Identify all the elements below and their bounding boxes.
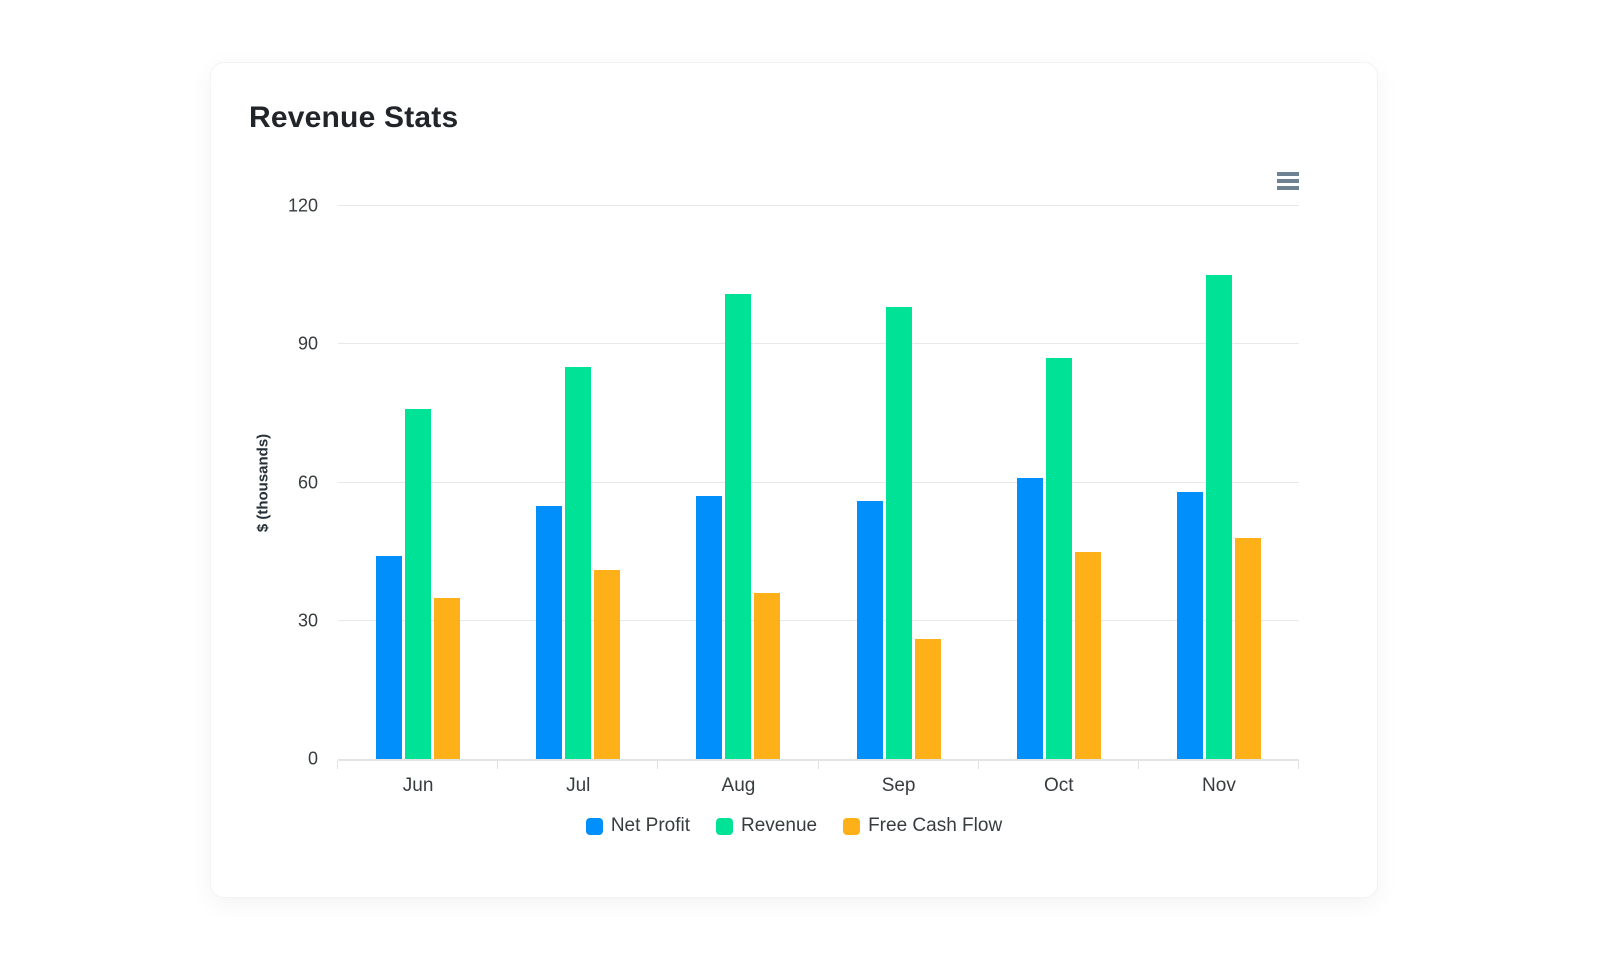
x-axis-label-sep: Sep — [881, 775, 916, 796]
x-axis-tick — [1137, 761, 1139, 769]
legend-marker-icon — [585, 817, 603, 835]
legend-marker-icon — [843, 817, 861, 835]
hamburger-menu-icon — [1277, 172, 1299, 176]
bar-free-cash-flow-jun[interactable] — [434, 597, 461, 759]
x-axis-tick — [497, 761, 499, 769]
x-axis-tick — [657, 761, 659, 769]
chart-menu-button[interactable] — [1267, 167, 1299, 195]
bar-revenue-sep[interactable] — [885, 307, 912, 759]
gridline-30 — [338, 619, 1299, 621]
bar-revenue-nov[interactable] — [1205, 275, 1232, 759]
bar-free-cash-flow-nov[interactable] — [1234, 537, 1261, 759]
legend-marker-icon — [716, 817, 734, 835]
hamburger-menu-icon — [1277, 179, 1299, 183]
y-axis-label-60: 60 — [297, 472, 318, 492]
gridline-120 — [338, 205, 1299, 206]
x-axis-label-nov: Nov — [1202, 775, 1236, 796]
bar-net-profit-aug[interactable] — [696, 496, 723, 759]
y-axis-label-30: 30 — [297, 610, 318, 631]
x-axis-tick — [1298, 761, 1299, 769]
bar-revenue-oct[interactable] — [1045, 358, 1072, 759]
legend-label: Free Cash Flow — [868, 815, 1003, 836]
bar-net-profit-nov[interactable] — [1176, 491, 1203, 759]
gridline-90 — [338, 343, 1299, 345]
x-axis-tick — [817, 761, 819, 769]
bar-revenue-aug[interactable] — [725, 293, 752, 759]
legend-label: Net Profit — [610, 815, 691, 836]
legend-item-free-cash-flow[interactable]: Free Cash Flow — [843, 815, 1002, 837]
y-axis-label-120: 120 — [287, 195, 318, 216]
bar-group-jun — [338, 206, 498, 759]
x-axis-label-aug: Aug — [721, 775, 756, 796]
legend-label: Revenue — [741, 815, 818, 836]
bar-net-profit-jun[interactable] — [376, 556, 403, 759]
bar-free-cash-flow-jul[interactable] — [594, 570, 621, 759]
legend-item-revenue[interactable]: Revenue — [716, 815, 817, 837]
bar-free-cash-flow-aug[interactable] — [754, 593, 781, 759]
legend-item-net-profit[interactable]: Net Profit — [585, 815, 691, 837]
bar-revenue-jul[interactable] — [565, 367, 592, 759]
bar-group-aug — [658, 206, 818, 759]
x-axis-tick — [337, 761, 338, 769]
legend: Net Profit Revenue Free Cash Flow — [211, 815, 1377, 837]
plot-area — [337, 205, 1299, 769]
gridline-60 — [338, 481, 1299, 483]
bar-net-profit-oct[interactable] — [1016, 477, 1043, 759]
bar-revenue-jun[interactable] — [405, 408, 432, 759]
bar-group-nov — [1139, 206, 1299, 759]
y-axis-label-90: 90 — [297, 333, 318, 354]
x-axis-tick — [977, 761, 979, 769]
revenue-stats-card: Revenue Stats $ (thousands) 0 30 60 90 120 J… — [210, 62, 1378, 898]
bar-free-cash-flow-oct[interactable] — [1074, 551, 1101, 759]
bar-net-profit-sep[interactable] — [856, 500, 883, 759]
y-axis-labels: 0 30 60 90 120 — [211, 196, 326, 769]
bar-groups — [338, 206, 1299, 759]
x-axis-labels: Jun Jul Aug Sep Oct Nov — [338, 775, 1299, 797]
x-axis-line — [338, 759, 1299, 761]
x-axis-label-oct: Oct — [1043, 775, 1074, 796]
bar-group-oct — [979, 206, 1139, 759]
chart-title: Revenue Stats — [249, 101, 459, 134]
x-axis-label-jul: Jul — [566, 775, 591, 796]
x-axis-label-jun: Jun — [402, 775, 434, 796]
bar-net-profit-jul[interactable] — [536, 505, 563, 759]
bar-group-sep — [819, 206, 979, 759]
bar-group-jul — [498, 206, 658, 759]
y-axis-label-0: 0 — [307, 748, 318, 769]
hamburger-menu-icon — [1277, 186, 1299, 190]
bar-free-cash-flow-sep[interactable] — [914, 639, 941, 759]
